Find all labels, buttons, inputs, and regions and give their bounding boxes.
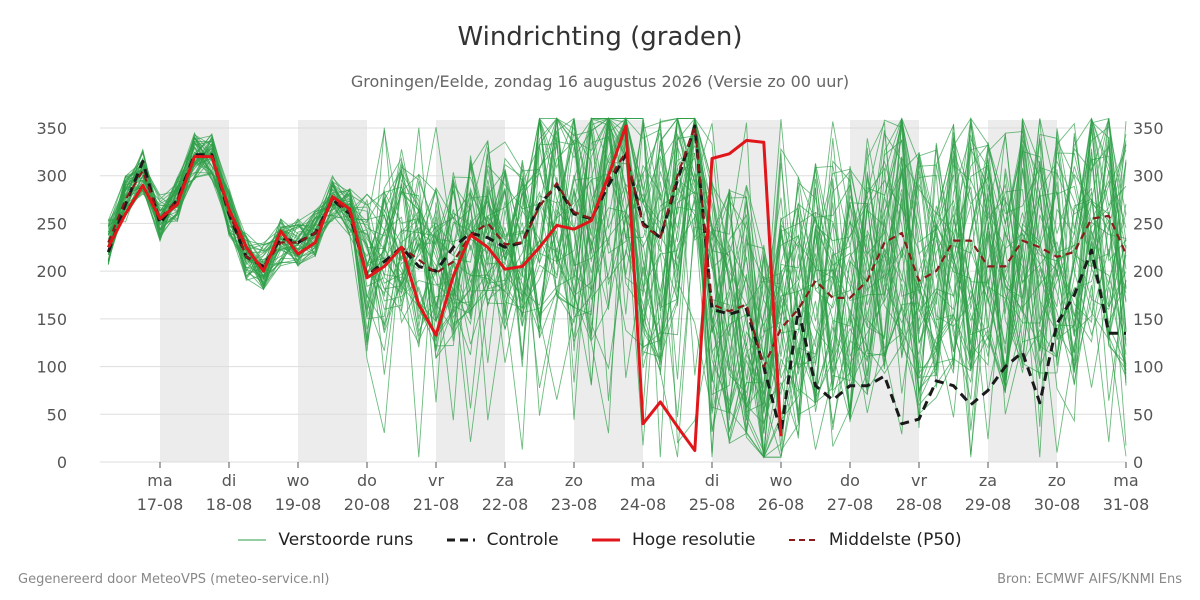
- hires-line: [106, 124, 783, 452]
- weekend-band: [298, 120, 367, 462]
- x-tick-date: 27-08: [827, 495, 874, 514]
- y-tick-label: 50: [47, 405, 67, 424]
- legend: Verstoorde runs Controle Hoge resolutie …: [0, 530, 1200, 550]
- ensemble-member-line: [107, 118, 1127, 395]
- x-tick-day: wo: [287, 471, 310, 490]
- x-tick-day: ma: [1113, 471, 1138, 490]
- legend-swatch-median: [788, 539, 817, 541]
- x-tick-day: di: [705, 471, 720, 490]
- x-tick-day: vr: [428, 471, 444, 490]
- x-tick-date: 22-08: [482, 495, 529, 514]
- legend-swatch-control: [446, 538, 475, 542]
- x-tick-date: 30-08: [1034, 495, 1081, 514]
- ensemble-member-line: [107, 117, 1127, 432]
- x-tick-date: 18-08: [206, 495, 253, 514]
- footer-source: Bron: ECMWF AIFS/KNMI Ens: [997, 572, 1182, 587]
- y-tick-label: 100: [36, 358, 67, 377]
- y-axis-left: 0 50 100 150 200 250 300 350: [36, 119, 67, 472]
- x-tick-day: ma: [147, 471, 172, 490]
- y-tick-label-right: 300: [1133, 167, 1164, 186]
- y-tick-label: 150: [36, 310, 67, 329]
- x-tick-date: 29-08: [965, 495, 1012, 514]
- legend-label-control: Controle: [486, 530, 559, 550]
- main-series: [106, 124, 1128, 452]
- y-axis-right: 0 50 100 150 200 250 300 350: [1133, 119, 1164, 472]
- x-tick-date: 31-08: [1103, 495, 1150, 514]
- x-tick-day: di: [222, 471, 237, 490]
- x-axis: ma 17-08 di 18-08 wo 19-08 do 20-08 vr 21-08 za 22-…: [137, 462, 1150, 514]
- x-tick-date: 23-08: [551, 495, 598, 514]
- legend-swatch-ensemble: [238, 539, 267, 541]
- x-tick-day: zo: [565, 471, 583, 490]
- x-tick-day: wo: [770, 471, 793, 490]
- y-tick-label: 350: [36, 119, 67, 138]
- legend-item-median: Middelste (P50): [788, 530, 962, 550]
- x-tick-date: 25-08: [689, 495, 736, 514]
- y-tick-label-right: 350: [1133, 119, 1164, 138]
- legend-item-control: Controle: [446, 530, 559, 550]
- x-tick-date: 24-08: [620, 495, 667, 514]
- legend-swatch-hires: [591, 538, 620, 542]
- legend-item-ensemble: Verstoorde runs: [238, 530, 413, 550]
- legend-label-median: Middelste (P50): [828, 530, 962, 550]
- y-tick-label: 0: [57, 453, 67, 472]
- x-tick-date: 21-08: [413, 495, 460, 514]
- chart-subtitle: Groningen/Eelde, zondag 16 augustus 2026…: [350, 72, 850, 91]
- y-tick-label-right: 0: [1133, 453, 1143, 472]
- y-tick-label: 200: [36, 262, 67, 281]
- ensemble-member-line: [107, 118, 1127, 397]
- ensemble-member-line: [107, 118, 1127, 410]
- x-tick-day: za: [496, 471, 514, 490]
- x-tick-day: do: [840, 471, 860, 490]
- x-tick-date: 20-08: [344, 495, 391, 514]
- x-tick-day: ma: [630, 471, 655, 490]
- y-tick-label-right: 150: [1133, 310, 1164, 329]
- x-tick-day: zo: [1048, 471, 1066, 490]
- y-tick-label: 300: [36, 167, 67, 186]
- footer-generator: Gegenereerd door MeteoVPS (meteo-service…: [18, 572, 330, 587]
- x-tick-date: 19-08: [275, 495, 322, 514]
- x-tick-day: za: [979, 471, 997, 490]
- x-tick-day: vr: [911, 471, 927, 490]
- x-tick-date: 17-08: [137, 495, 184, 514]
- median-line: [107, 124, 1128, 368]
- chart-title: Windrichting (graden): [457, 22, 743, 52]
- y-tick-label-right: 200: [1133, 262, 1164, 281]
- control-line: [106, 124, 1126, 435]
- x-tick-day: do: [357, 471, 377, 490]
- x-tick-date: 28-08: [896, 495, 943, 514]
- y-tick-label: 250: [36, 214, 67, 233]
- y-tick-label-right: 100: [1133, 358, 1164, 377]
- legend-label-ensemble: Verstoorde runs: [278, 530, 414, 550]
- ensemble-member-line: [107, 116, 1127, 421]
- x-tick-date: 26-08: [758, 495, 805, 514]
- y-tick-label-right: 50: [1133, 405, 1153, 424]
- legend-label-hires: Hoge resolutie: [631, 530, 756, 550]
- y-tick-label-right: 250: [1133, 214, 1164, 233]
- legend-item-hires: Hoge resolutie: [591, 530, 756, 550]
